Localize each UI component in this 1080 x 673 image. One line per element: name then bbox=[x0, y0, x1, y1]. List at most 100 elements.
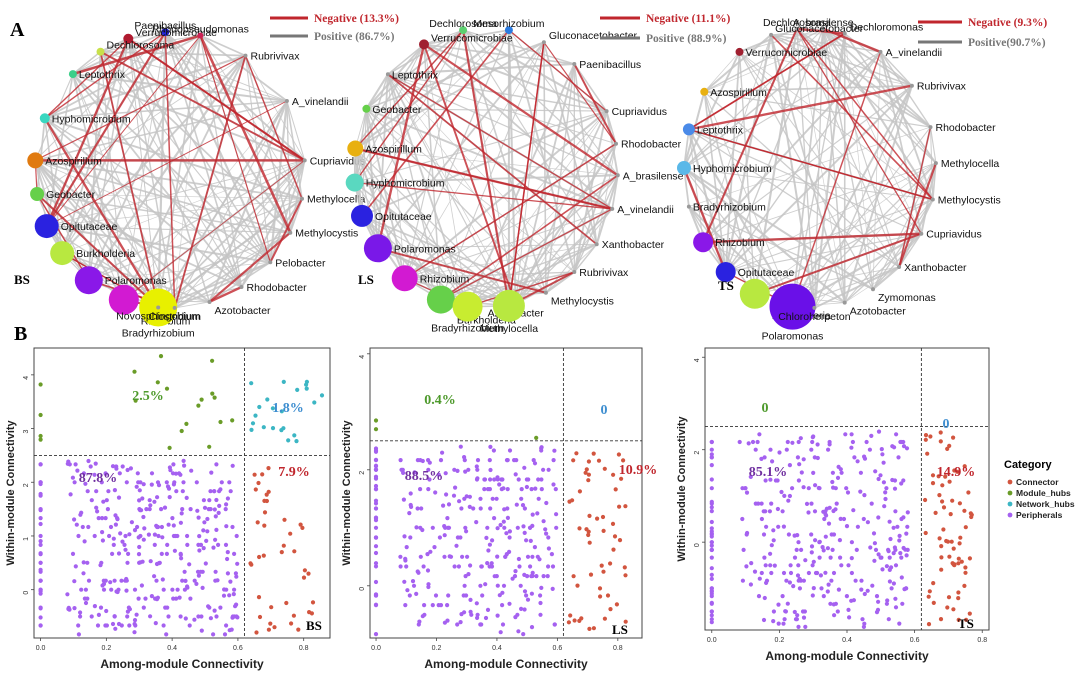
scatter-point bbox=[146, 532, 151, 537]
y-axis-label: Within-module Connectivity bbox=[676, 415, 688, 561]
scatter-point bbox=[401, 470, 406, 475]
network-node: Leptothrix bbox=[385, 69, 439, 81]
scatter-point bbox=[86, 458, 91, 464]
quadrant-percent-br: 7.9% bbox=[278, 465, 310, 480]
scatter-point bbox=[587, 626, 592, 632]
scatter-point bbox=[507, 549, 512, 555]
scatter-point bbox=[252, 472, 257, 477]
scatter-point bbox=[403, 603, 408, 608]
node-circle bbox=[897, 265, 902, 269]
scatter-point bbox=[893, 596, 898, 601]
scatter-point bbox=[474, 477, 480, 482]
scatter-point bbox=[103, 471, 108, 476]
scatter-point bbox=[901, 444, 907, 449]
scatter-point bbox=[586, 459, 592, 464]
scatter-point bbox=[281, 379, 286, 384]
scatter-point bbox=[771, 528, 776, 533]
scatter-point bbox=[709, 486, 714, 491]
edge-negative bbox=[377, 247, 547, 294]
edge-negative bbox=[36, 193, 159, 309]
scatter-point bbox=[809, 550, 814, 555]
edge-positive bbox=[44, 117, 243, 288]
network-node: Rubrivivax bbox=[572, 267, 629, 279]
edge-positive bbox=[158, 232, 291, 308]
scatter-point bbox=[759, 516, 765, 522]
edge-negative bbox=[43, 117, 160, 309]
edge-positive bbox=[87, 54, 247, 281]
scatter-point bbox=[810, 435, 815, 440]
scatter-point bbox=[500, 603, 505, 608]
scatter-point bbox=[85, 489, 90, 494]
scatter-point bbox=[801, 615, 807, 620]
network-node: Opitutaceae bbox=[34, 214, 117, 239]
scatter-point bbox=[204, 538, 209, 544]
scatter-point bbox=[116, 551, 122, 556]
scatter-point bbox=[876, 599, 881, 604]
scatter-point bbox=[957, 501, 963, 506]
scatter-point bbox=[407, 593, 412, 598]
edge-positive bbox=[404, 271, 575, 279]
edge-negative bbox=[46, 35, 201, 227]
scatter-point bbox=[171, 523, 176, 528]
scatter-point bbox=[938, 617, 944, 622]
scatter-point bbox=[809, 532, 814, 537]
scatter-point bbox=[214, 462, 219, 467]
scatter-point bbox=[457, 499, 462, 504]
scatter-point bbox=[214, 614, 219, 619]
scatter-point bbox=[268, 621, 273, 626]
scatter-point bbox=[38, 412, 43, 418]
scatter-point bbox=[495, 613, 500, 618]
scatter-point bbox=[504, 531, 509, 536]
x-tick-label: 0.0 bbox=[36, 645, 46, 652]
scatter-point bbox=[611, 547, 616, 552]
scatter-point bbox=[878, 555, 883, 560]
scatter-point bbox=[783, 609, 788, 614]
scatter-point bbox=[550, 564, 556, 569]
scatter-point bbox=[416, 570, 421, 575]
node-label: Verrucomicrobiae bbox=[746, 47, 828, 59]
scatter-point bbox=[951, 546, 956, 551]
scatter-point bbox=[225, 496, 230, 501]
edge-positive bbox=[573, 110, 608, 273]
scatter-point bbox=[946, 595, 952, 600]
edge-positive bbox=[387, 74, 575, 273]
x-tick-label: 0.8 bbox=[299, 645, 309, 652]
scatter-point bbox=[874, 610, 880, 615]
quadrant-percent-tl: 0.4% bbox=[424, 393, 456, 408]
node-circle bbox=[96, 47, 105, 56]
edge-positive bbox=[702, 162, 937, 243]
scatter-point bbox=[112, 488, 117, 493]
scatter-point bbox=[74, 522, 79, 527]
scatter-point bbox=[507, 529, 512, 534]
network-node: Polaromonas bbox=[74, 266, 167, 295]
scatter-point bbox=[170, 516, 175, 521]
scatter-point bbox=[398, 554, 403, 559]
scatter-point bbox=[234, 533, 239, 539]
scatter-points bbox=[709, 429, 974, 630]
network-node: A_vinelandii bbox=[878, 47, 942, 59]
scatter-point bbox=[188, 596, 193, 601]
network-node: Methylocystis bbox=[288, 228, 358, 240]
scatter-point bbox=[947, 443, 952, 448]
edge-positive bbox=[46, 225, 291, 234]
scatter-point bbox=[207, 444, 212, 449]
edge-positive bbox=[208, 160, 306, 303]
scatter-point bbox=[466, 467, 471, 472]
scatter-point bbox=[572, 618, 577, 623]
scatter-point bbox=[862, 621, 867, 626]
scatter-point bbox=[425, 568, 431, 573]
scatter-point bbox=[437, 535, 442, 540]
scatter-point bbox=[253, 413, 258, 418]
scatter-point bbox=[799, 470, 804, 475]
scatter-point bbox=[438, 458, 444, 463]
scatter-point bbox=[769, 501, 774, 506]
node-label: Azotobacter bbox=[215, 305, 272, 317]
scatter-point bbox=[575, 583, 580, 588]
scatter-point bbox=[571, 458, 576, 463]
scatter-point bbox=[405, 588, 410, 593]
scatter-point bbox=[96, 516, 101, 521]
scatter-point bbox=[799, 547, 804, 553]
scatter-point bbox=[753, 447, 758, 452]
edge-positive bbox=[174, 301, 210, 309]
node-circle bbox=[197, 32, 204, 39]
